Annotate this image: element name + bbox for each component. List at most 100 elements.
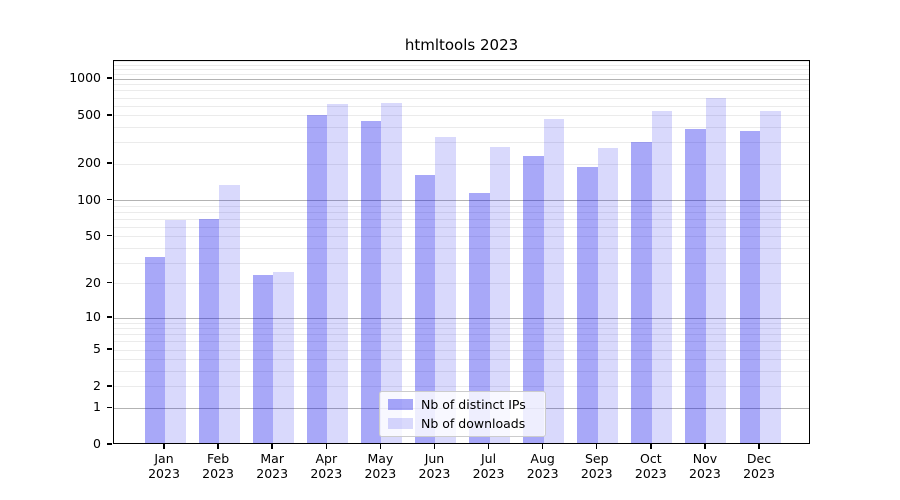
x-tick-label-apr: Apr 2023 (310, 451, 343, 481)
bar-downloads-apr (327, 103, 348, 444)
x-tick-label-may: May 2023 (364, 451, 397, 481)
gridline-1100 (114, 73, 809, 75)
gridline-9 (114, 322, 809, 324)
y-tick-mark-50 (107, 235, 112, 237)
plot-area: Nb of distinct IPs Nb of downloads (113, 60, 810, 444)
gridline-200 (114, 163, 809, 165)
gridline-600 (114, 105, 809, 107)
bar-ips-jun (414, 175, 436, 444)
x-tick-mark-aug (541, 444, 544, 449)
gridline-100 (114, 200, 809, 202)
y-tick-mark-500 (107, 114, 112, 116)
y-tick-label-5: 5 (93, 341, 101, 357)
gridline-3 (114, 371, 809, 373)
gridline-900 (114, 84, 809, 86)
bar-ips-mar (252, 274, 274, 444)
y-tick-label-500: 500 (77, 106, 101, 122)
gridline-500 (114, 115, 809, 117)
bar-downloads-dec (760, 111, 781, 444)
x-tick-label-aug: Aug 2023 (526, 451, 559, 481)
y-tick-label-100: 100 (77, 191, 101, 207)
x-tick-label-mar: Mar 2023 (256, 451, 289, 481)
gridline-50 (114, 236, 809, 238)
x-tick-label-feb: Feb 2023 (202, 451, 234, 481)
bar-ips-jul (469, 193, 490, 444)
y-tick-mark-10 (107, 316, 112, 318)
legend: Nb of distinct IPs Nb of downloads (379, 391, 546, 437)
gridline-20 (114, 283, 809, 285)
gridline-40 (114, 247, 809, 249)
bar-downloads-mar (273, 272, 294, 444)
gridline-90 (114, 205, 809, 207)
gridline-1000 (114, 78, 809, 80)
x-tick-mark-apr (325, 444, 327, 449)
x-tick-mark-nov (704, 444, 706, 449)
gridline-700 (114, 97, 809, 99)
gridline-4 (114, 359, 809, 361)
x-tick-label-nov: Nov 2023 (689, 451, 721, 481)
x-tick-label-jul: Jul 2023 (472, 451, 505, 481)
bar-downloads-aug (543, 119, 565, 444)
bar-downloads-nov (705, 98, 727, 444)
y-tick-label-20: 20 (85, 274, 101, 290)
legend-label-distinct-ips: Nb of distinct IPs (421, 397, 526, 412)
x-tick-label-jan: Jan 2023 (148, 451, 180, 481)
x-tick-mark-sep (596, 444, 598, 449)
bar-downloads-oct (651, 110, 673, 444)
legend-item-downloads: Nb of downloads (388, 416, 537, 431)
gridline-1200 (114, 69, 809, 71)
gridline-800 (114, 90, 809, 92)
chart-title: htmltools 2023 (404, 36, 519, 54)
bar-ips-sep (577, 167, 598, 444)
gridline-70 (114, 218, 809, 220)
gridline-10 (114, 317, 809, 319)
y-tick-mark-1000 (107, 77, 112, 79)
y-tick-mark-200 (107, 162, 112, 164)
legend-swatch-downloads-icon (388, 418, 413, 429)
gridline-300 (114, 142, 809, 144)
y-tick-mark-20 (107, 282, 112, 284)
legend-item-distinct-ips: Nb of distinct IPs (388, 397, 537, 412)
bars-layer (114, 61, 809, 444)
legend-label-downloads: Nb of downloads (421, 416, 526, 431)
y-tick-label-50: 50 (85, 227, 101, 243)
gridline-1300 (114, 64, 809, 66)
x-tick-mark-mar (271, 444, 273, 449)
x-tick-mark-jan (163, 444, 165, 449)
bar-ips-apr (306, 115, 328, 444)
bar-downloads-feb (219, 184, 240, 444)
x-tick-mark-may (379, 444, 382, 449)
bar-ips-jan (144, 256, 165, 444)
y-tick-label-200: 200 (77, 155, 101, 171)
bar-ips-aug (523, 155, 544, 444)
gridline-8 (114, 328, 809, 330)
x-tick-mark-oct (650, 444, 652, 449)
y-tick-mark-100 (107, 198, 112, 201)
gridline-60 (114, 226, 809, 228)
y-tick-label-1000: 1000 (69, 70, 101, 86)
y-tick-label-10: 10 (85, 309, 101, 325)
y-tick-mark-0 (107, 443, 112, 445)
bar-ips-nov (685, 128, 706, 444)
bar-downloads-jul (489, 147, 511, 444)
x-tick-label-jun: Jun 2023 (418, 451, 451, 481)
bar-downloads-jan (165, 220, 186, 444)
gridline-80 (114, 211, 809, 213)
bar-ips-feb (198, 218, 220, 444)
bar-ips-dec (739, 131, 760, 444)
bar-ips-may (360, 120, 382, 444)
x-tick-label-dec: Dec 2023 (743, 451, 775, 481)
y-tick-label-0: 0 (93, 436, 101, 451)
gridline-5 (114, 349, 809, 351)
y-tick-mark-5 (107, 348, 112, 350)
y-tick-mark-2 (107, 385, 112, 387)
y-tick-label-2: 2 (93, 377, 101, 393)
y-tick-label-1: 1 (93, 399, 101, 415)
gridline-6 (114, 341, 809, 343)
x-tick-mark-jun (433, 444, 436, 449)
gridline-2 (114, 386, 809, 388)
x-tick-label-oct: Oct 2023 (634, 451, 667, 481)
x-tick-mark-feb (217, 444, 219, 449)
bar-downloads-jun (435, 136, 456, 444)
